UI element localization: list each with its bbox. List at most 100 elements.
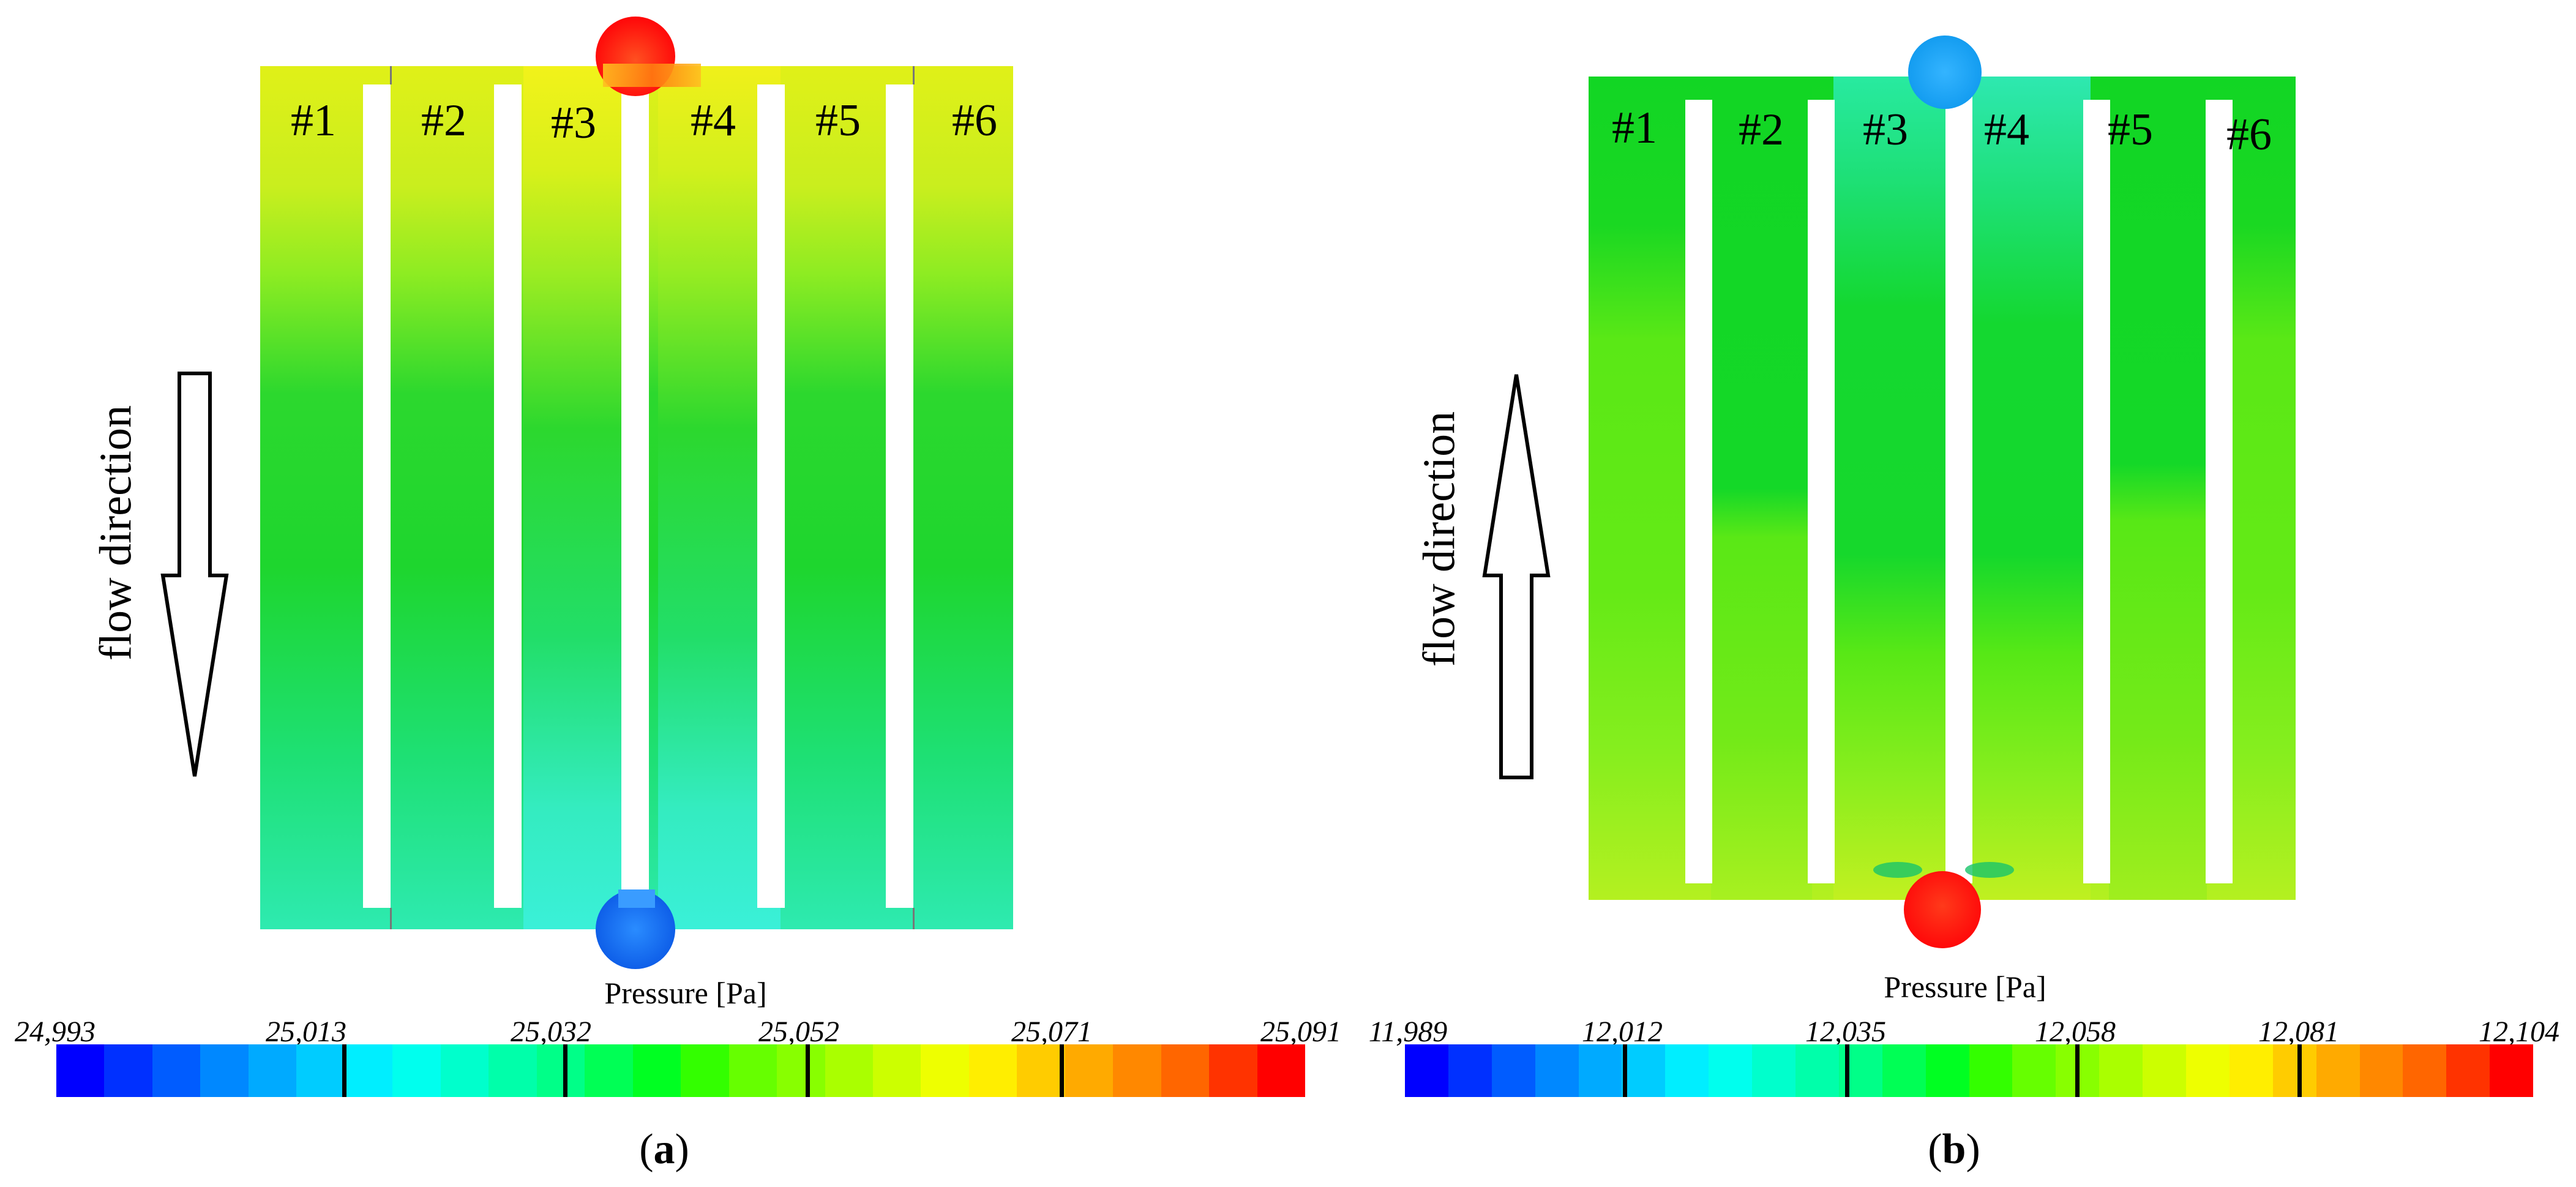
channel-divider: [886, 84, 913, 908]
colorbar-tick-label: 12,081: [2258, 1016, 2339, 1048]
channel-3-contour: [1833, 77, 1947, 900]
colorbar-cell: [489, 1044, 537, 1097]
channel-divider: [494, 84, 522, 908]
channel-label: #3: [1863, 105, 1908, 155]
colorbar-cell: [1405, 1044, 1448, 1097]
colorbar-cell: [2359, 1044, 2403, 1097]
colorbar-cell: [1065, 1044, 1114, 1097]
colorbar-tick-label: 25,071: [1011, 1016, 1092, 1048]
colorbar-cell: [2143, 1044, 2187, 1097]
colorbar-cell: [1257, 1044, 1306, 1097]
colorbar-cell: [2316, 1044, 2360, 1097]
colorbar-tick-mark: [1623, 1044, 1627, 1097]
colorbar-tick-mark: [342, 1044, 346, 1097]
colorbar-cell: [344, 1044, 393, 1097]
colorbar-title: Pressure [Pa]: [604, 976, 767, 1010]
colorbar-title: Pressure [Pa]: [1884, 970, 2046, 1004]
channel-4-contour: [1971, 77, 2091, 900]
colorbar-cell: [1491, 1044, 1535, 1097]
flow-direction-label: flow direction: [91, 405, 141, 661]
colorbar-cell: [2272, 1044, 2316, 1097]
colorbar-tick-label: 25,091: [1260, 1016, 1341, 1048]
colorbar-cell: [296, 1044, 345, 1097]
colorbar-cell: [632, 1044, 681, 1097]
panel-caption: (a): [639, 1126, 689, 1173]
flow-direction-arrow-up-icon: [1482, 374, 1551, 779]
colorbar-cell: [2446, 1044, 2490, 1097]
colorbar-cell: [2099, 1044, 2143, 1097]
colorbar-cell: [1161, 1044, 1210, 1097]
channel-divider: [363, 84, 391, 908]
panel-a: flow direction #1 #2 #3 #4 #5 #6 Pressur…: [15, 17, 1341, 1173]
channel-label: #4: [691, 95, 736, 146]
colorbar-tick-label: 12,012: [1582, 1016, 1663, 1048]
colorbar-cell: [1535, 1044, 1579, 1097]
channel-label: #6: [952, 95, 997, 146]
colorbar-cell: [2229, 1044, 2273, 1097]
colorbar-tick-mark: [806, 1044, 810, 1097]
colorbar-cell: [392, 1044, 441, 1097]
colorbar-cell: [1665, 1044, 1709, 1097]
colorbar-cell: [585, 1044, 633, 1097]
pressure-contour-plate: [260, 66, 1013, 929]
colorbar-tick-mark: [563, 1044, 567, 1097]
channel-divider: [2206, 100, 2233, 883]
channel-label: #1: [291, 95, 336, 146]
flow-direction-arrow-down-icon: [160, 372, 229, 777]
colorbar-cell: [968, 1044, 1017, 1097]
colorbar-tick-label: 12,058: [2035, 1016, 2116, 1048]
colorbar-tick-label: 12,035: [1805, 1016, 1886, 1048]
colorbar-cell: [1209, 1044, 1257, 1097]
colorbar-tick-label: 11,989: [1368, 1016, 1448, 1048]
colorbar-tick-label: 25,052: [758, 1016, 839, 1048]
outlet-port: [1908, 36, 1982, 109]
colorbar-cell: [1752, 1044, 1796, 1097]
channel-label: #1: [1612, 103, 1657, 153]
channel-3-contour: [523, 66, 627, 929]
colorbar-cell: [104, 1044, 152, 1097]
colorbar-cell: [1795, 1044, 1839, 1097]
colorbar-cell: [1448, 1044, 1492, 1097]
channel-label: #2: [1739, 105, 1784, 155]
colorbar-cell: [1017, 1044, 1065, 1097]
colorbar-cell: [777, 1044, 825, 1097]
colorbar-cell: [200, 1044, 249, 1097]
colorbar-cell: [440, 1044, 489, 1097]
colorbar-cell: [825, 1044, 873, 1097]
colorbar-tick-mark: [2075, 1044, 2080, 1097]
pressure-contour-plate: [1589, 77, 2296, 900]
colorbar-cell: [921, 1044, 969, 1097]
colorbar-cell: [2403, 1044, 2447, 1097]
panel-b: flow direction #1 #2 #3 #4 #5 #6 Pressur…: [1347, 0, 2576, 1187]
channel-divider: [1945, 77, 1972, 883]
channel-label: #3: [551, 98, 596, 148]
channel-divider: [757, 84, 785, 908]
channel-label: #2: [421, 95, 466, 146]
colorbar-cell: [2490, 1044, 2534, 1097]
colorbar-cell: [1709, 1044, 1753, 1097]
colorbar-tick-label: 25,013: [266, 1016, 346, 1048]
channel-label: #5: [815, 95, 861, 146]
channel-divider: [621, 84, 649, 908]
colorbar-cell: [2012, 1044, 2056, 1097]
channel-5-contour: [2109, 77, 2207, 900]
colorbar-cell: [1578, 1044, 1622, 1097]
channel-label: #4: [1984, 105, 2029, 155]
colorbar-tick-label: 25,032: [511, 1016, 591, 1048]
colorbar-tick-label: 12,104: [2479, 1016, 2559, 1048]
channel-2-contour: [1711, 77, 1812, 900]
colorbar-tick-mark: [2297, 1044, 2302, 1097]
colorbar-tick-mark: [1060, 1044, 1064, 1097]
colorbar-cell: [728, 1044, 777, 1097]
colorbar-cell: [152, 1044, 201, 1097]
colorbar-cell: [2186, 1044, 2230, 1097]
channel-divider: [2083, 100, 2110, 883]
inlet-port: [1904, 871, 1981, 948]
colorbar-cell: [1925, 1044, 1969, 1097]
colorbar-cell: [536, 1044, 585, 1097]
colorbar-cell: [248, 1044, 297, 1097]
flow-direction-label: flow direction: [1414, 411, 1465, 667]
colorbar-tick-mark: [1845, 1044, 1849, 1097]
channel-divider: [1685, 100, 1712, 883]
pressure-colorbar: [56, 1044, 1306, 1097]
